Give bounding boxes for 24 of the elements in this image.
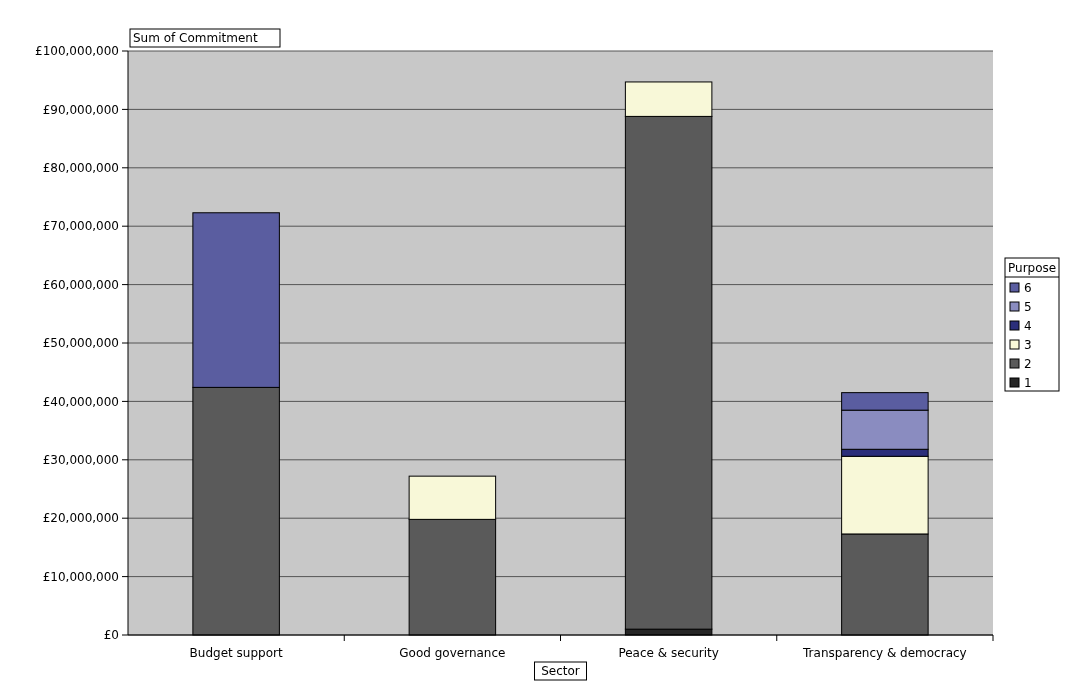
y-tick-label: £50,000,000 bbox=[42, 336, 119, 351]
y-tick-label: £0 bbox=[103, 628, 119, 643]
x-axis-title: Sector bbox=[541, 664, 580, 678]
y-tick-label: £20,000,000 bbox=[42, 511, 119, 526]
legend-title: Purpose bbox=[1008, 261, 1057, 275]
legend-label: 4 bbox=[1024, 319, 1032, 333]
y-tick-label: £70,000,000 bbox=[42, 219, 119, 234]
y-tick-label: £30,000,000 bbox=[42, 453, 119, 467]
y-tick-label: £100,000,000 bbox=[35, 44, 119, 59]
y-axis-title: Sum of Commitment bbox=[133, 31, 258, 45]
x-tick-label: Budget support bbox=[189, 646, 283, 660]
y-tick-label: £60,000,000 bbox=[42, 277, 119, 292]
y-tick-label: £80,000,000 bbox=[42, 161, 119, 175]
x-tick-label: Peace & security bbox=[618, 646, 719, 660]
legend-label: 6 bbox=[1024, 281, 1032, 295]
legend-label: 3 bbox=[1024, 338, 1032, 352]
x-tick-label: Transparency & democracy bbox=[802, 646, 967, 660]
x-tick-label: Good governance bbox=[399, 646, 506, 660]
legend-label: 2 bbox=[1024, 357, 1032, 371]
y-tick-label: £10,000,000 bbox=[42, 569, 119, 584]
legend-label: 1 bbox=[1024, 376, 1032, 390]
y-tick-label: £90,000,000 bbox=[42, 102, 119, 117]
y-tick-label: £40,000,000 bbox=[42, 394, 119, 409]
legend-label: 5 bbox=[1024, 300, 1032, 314]
